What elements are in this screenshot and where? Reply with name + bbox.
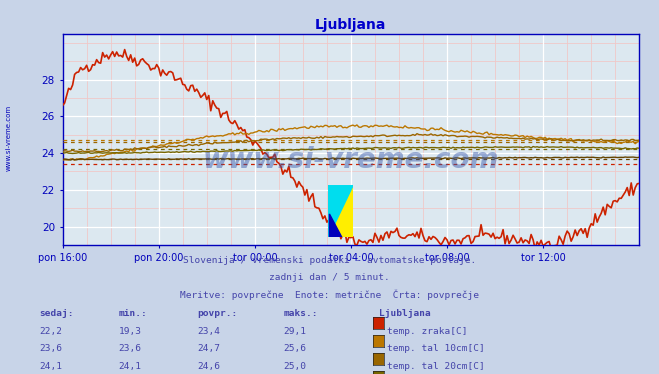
Polygon shape — [330, 214, 342, 237]
Text: Meritve: povprečne  Enote: metrične  Črta: povprečje: Meritve: povprečne Enote: metrične Črta:… — [180, 290, 479, 300]
Text: temp. tal 10cm[C]: temp. tal 10cm[C] — [387, 344, 485, 353]
Text: 19,3: 19,3 — [119, 327, 142, 335]
Text: www.si-vreme.com: www.si-vreme.com — [5, 105, 11, 171]
Text: 24,7: 24,7 — [198, 344, 221, 353]
Text: maks.:: maks.: — [283, 309, 318, 318]
Text: 24,1: 24,1 — [40, 362, 63, 371]
Text: 25,6: 25,6 — [283, 344, 306, 353]
Polygon shape — [328, 185, 353, 237]
Text: 24,6: 24,6 — [198, 362, 221, 371]
Title: Ljubljana: Ljubljana — [315, 18, 387, 33]
Text: 29,1: 29,1 — [283, 327, 306, 335]
Text: 25,0: 25,0 — [283, 362, 306, 371]
Text: zadnji dan / 5 minut.: zadnji dan / 5 minut. — [269, 273, 390, 282]
Text: Slovenija / vremenski podatki - avtomatske postaje.: Slovenija / vremenski podatki - avtomats… — [183, 256, 476, 265]
Polygon shape — [328, 185, 353, 237]
Text: 23,4: 23,4 — [198, 327, 221, 335]
Text: 23,6: 23,6 — [40, 344, 63, 353]
Text: min.:: min.: — [119, 309, 148, 318]
Text: temp. tal 20cm[C]: temp. tal 20cm[C] — [387, 362, 485, 371]
Text: 24,1: 24,1 — [119, 362, 142, 371]
Text: 23,6: 23,6 — [119, 344, 142, 353]
Text: povpr.:: povpr.: — [198, 309, 238, 318]
Text: sedaj:: sedaj: — [40, 309, 74, 318]
Text: temp. zraka[C]: temp. zraka[C] — [387, 327, 468, 335]
Text: Ljubljana: Ljubljana — [379, 309, 431, 318]
Text: 22,2: 22,2 — [40, 327, 63, 335]
Text: www.si-vreme.com: www.si-vreme.com — [203, 147, 499, 174]
